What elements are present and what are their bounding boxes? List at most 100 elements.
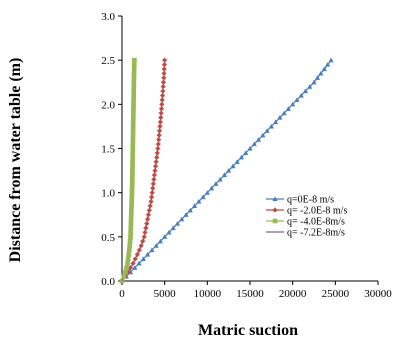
data-point	[145, 216, 151, 222]
data-point	[153, 243, 159, 248]
data-point	[321, 66, 327, 72]
data-point	[230, 163, 236, 169]
data-point	[272, 207, 278, 213]
data-point	[145, 251, 151, 257]
data-point	[131, 62, 137, 67]
legend: q=0E-8 m/sq= -2.0E-8 m/sq= -4.0E-8m/sq= …	[266, 195, 347, 239]
legend-label: q=0E-8 m/s	[287, 195, 334, 206]
data-point	[125, 260, 130, 266]
data-point	[129, 199, 135, 204]
data-point	[131, 66, 137, 72]
data-point	[134, 251, 140, 258]
x-axis-title: Matric suction	[198, 322, 298, 339]
x-tick-label: 30000	[364, 288, 392, 300]
legend-label: q= -7.2E-8m/s	[287, 228, 345, 239]
y-tick-label: 2.0	[101, 99, 115, 111]
data-point	[130, 132, 136, 138]
y-tick-label: 0.5	[101, 232, 115, 244]
data-point	[156, 128, 163, 134]
data-point	[130, 159, 135, 165]
data-point	[285, 106, 291, 111]
y-axis-title: Distance from water table (m)	[7, 58, 24, 263]
series-layer	[119, 57, 334, 284]
data-point	[156, 137, 162, 143]
data-point	[142, 229, 148, 236]
data-point	[131, 71, 137, 76]
data-point	[130, 137, 136, 143]
data-point	[131, 79, 137, 85]
data-point	[157, 238, 163, 244]
data-point	[251, 141, 257, 147]
data-point	[131, 75, 137, 81]
data-point	[149, 190, 155, 196]
data-point	[307, 84, 313, 89]
x-tick-label: 25000	[322, 288, 350, 300]
series-3	[121, 278, 124, 282]
data-point	[132, 57, 137, 63]
data-point	[196, 198, 202, 204]
data-point	[159, 92, 166, 99]
data-point	[247, 145, 253, 151]
data-point	[150, 181, 156, 187]
data-point	[128, 212, 134, 218]
data-point	[209, 185, 215, 191]
data-point	[128, 216, 134, 222]
data-point	[143, 225, 149, 231]
data-point	[166, 229, 172, 235]
data-point	[159, 101, 165, 107]
data-point	[130, 119, 136, 125]
data-point	[264, 128, 270, 133]
data-point	[154, 154, 160, 160]
data-point	[152, 163, 159, 169]
data-point	[204, 190, 210, 195]
data-point	[129, 185, 135, 191]
data-point	[272, 218, 278, 224]
y-axis-ticks: 0.0 0.5 1.0 1.5 2.0 2.5 3.0	[101, 11, 122, 288]
data-point	[138, 243, 144, 249]
data-point	[130, 260, 136, 266]
data-point	[161, 70, 167, 77]
data-point	[131, 97, 136, 103]
data-point	[141, 234, 147, 240]
data-point	[130, 128, 136, 134]
data-point	[140, 256, 146, 261]
y-tick-label: 0.0	[101, 276, 115, 288]
data-point	[187, 207, 193, 213]
data-point	[290, 101, 296, 107]
data-point	[129, 177, 135, 182]
data-point	[136, 260, 142, 266]
data-point	[131, 88, 137, 94]
data-point	[151, 176, 157, 183]
data-point	[157, 123, 163, 130]
data-point	[128, 221, 134, 226]
data-point	[161, 61, 168, 68]
data-point	[226, 167, 232, 173]
data-point	[221, 172, 227, 178]
data-point	[130, 146, 136, 151]
data-point	[136, 247, 142, 253]
data-point	[150, 185, 156, 191]
data-point	[144, 220, 150, 227]
data-point	[158, 106, 165, 112]
data-point	[153, 159, 159, 165]
data-point	[162, 234, 168, 239]
series-line	[121, 278, 124, 282]
data-point	[130, 172, 135, 178]
y-tick-label: 1.0	[101, 188, 115, 200]
data-point	[121, 274, 127, 279]
data-point	[129, 190, 135, 196]
data-point	[145, 212, 152, 218]
data-point	[179, 216, 185, 222]
data-point	[191, 203, 198, 208]
data-point	[160, 84, 166, 90]
data-point	[183, 212, 189, 217]
data-point	[174, 220, 181, 226]
data-point	[131, 93, 137, 98]
data-point	[132, 265, 138, 270]
data-point	[158, 114, 164, 121]
data-point	[156, 132, 162, 138]
data-point	[140, 238, 146, 244]
legend-label: q= -2.0E-8 m/s	[287, 206, 347, 217]
data-point	[260, 132, 266, 138]
